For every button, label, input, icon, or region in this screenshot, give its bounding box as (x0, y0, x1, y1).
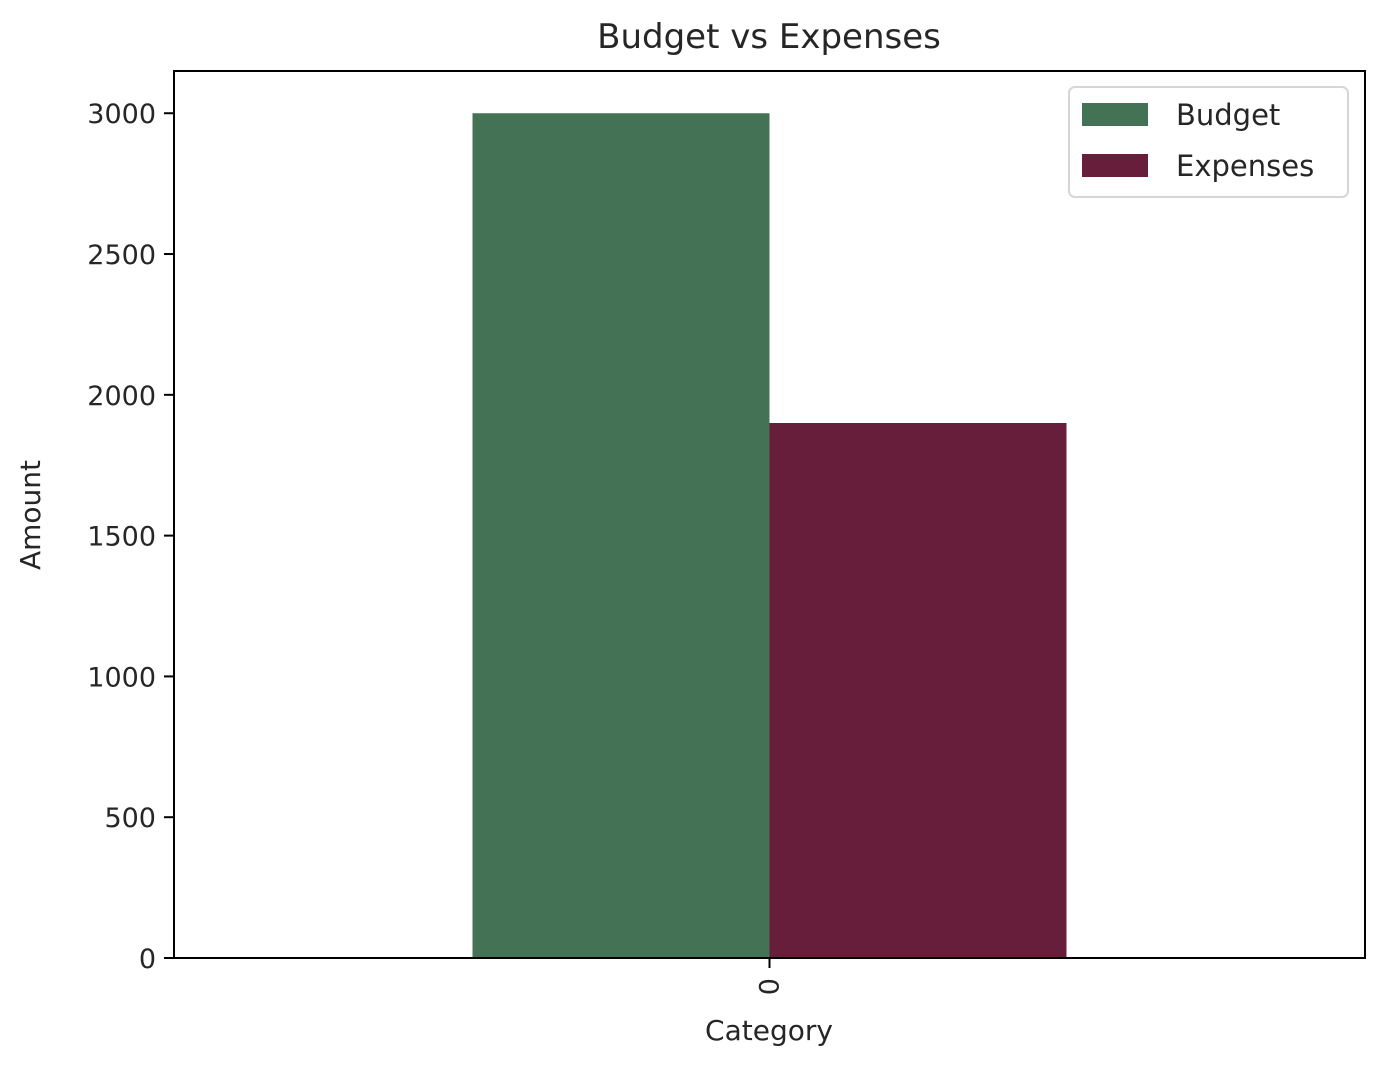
x-axis: 0 (755, 958, 786, 995)
bar-budget-0 (472, 113, 770, 958)
legend-items: Budget Expenses (1082, 98, 1314, 183)
y-axis: 0 500 1000 1500 2000 2500 3000 (87, 99, 174, 975)
legend-swatch-budget (1082, 103, 1148, 126)
legend-swatch-expenses (1082, 154, 1148, 177)
y-tick-label-500: 500 (104, 803, 156, 834)
x-tick-label-0: 0 (755, 978, 786, 995)
y-tick-label-0: 0 (139, 944, 156, 975)
y-tick-label-3000: 3000 (87, 99, 156, 130)
legend-label-budget: Budget (1176, 98, 1280, 132)
chart-title: Budget vs Expenses (597, 17, 941, 57)
y-tick-label-2500: 2500 (87, 240, 156, 271)
bar-expenses-0 (769, 422, 1067, 958)
legend-label-expenses: Expenses (1176, 149, 1314, 183)
y-axis-label: Amount (14, 460, 47, 570)
bars-group (472, 113, 1067, 958)
y-tick-label-2000: 2000 (87, 381, 156, 412)
y-tick-label-1500: 1500 (87, 522, 156, 553)
legend: Budget Expenses (1068, 86, 1349, 198)
x-axis-label: Category (705, 1014, 833, 1047)
y-tick-label-1000: 1000 (87, 662, 156, 693)
